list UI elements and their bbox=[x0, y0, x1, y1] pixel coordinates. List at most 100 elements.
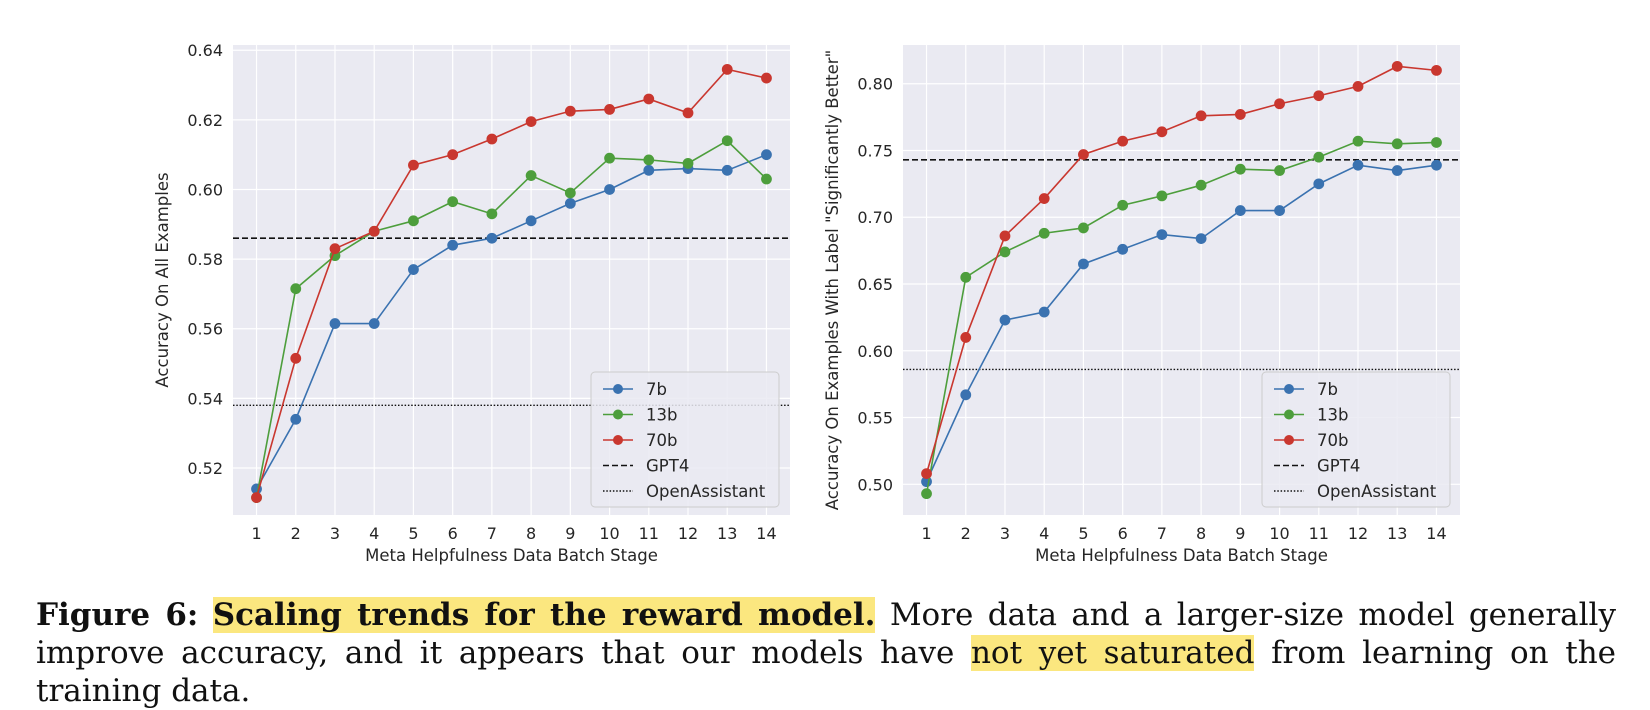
data-point-70b bbox=[1195, 110, 1207, 122]
data-point-13b bbox=[290, 283, 302, 295]
data-point-70b bbox=[1352, 80, 1364, 92]
data-point-70b bbox=[525, 116, 537, 127]
y-tick-label: 0.58 bbox=[187, 250, 223, 269]
data-point-7b bbox=[408, 264, 419, 275]
figure-caption: Figure 6: Scaling trends for the reward … bbox=[36, 596, 1616, 710]
data-point-13b bbox=[1391, 138, 1403, 150]
data-point-13b bbox=[643, 154, 655, 166]
data-point-13b bbox=[960, 271, 972, 283]
x-tick-label: 14 bbox=[1426, 524, 1446, 543]
data-point-13b bbox=[999, 246, 1011, 258]
data-point-7b bbox=[1313, 178, 1325, 190]
data-point-13b bbox=[408, 215, 419, 227]
series-line-70b bbox=[255, 68, 767, 498]
data-point-70b bbox=[251, 492, 262, 503]
data-point-70b bbox=[486, 133, 498, 145]
data-point-13b bbox=[564, 187, 576, 199]
data-point-70b bbox=[564, 105, 576, 117]
data-point-13b bbox=[761, 173, 772, 185]
data-point-70b bbox=[1391, 60, 1403, 72]
data-point-7b bbox=[1156, 229, 1168, 241]
data-point-70b bbox=[408, 159, 419, 171]
y-tick-label: 0.56 bbox=[187, 320, 223, 339]
x-tick-label: 10 bbox=[1269, 524, 1289, 543]
data-point-7b bbox=[329, 318, 341, 329]
data-point-7b bbox=[999, 314, 1011, 326]
x-tick-label: 9 bbox=[565, 524, 575, 543]
x-tick-label: 10 bbox=[599, 524, 619, 543]
legend-marker-70b bbox=[1284, 435, 1294, 445]
x-tick-label: 9 bbox=[1235, 524, 1245, 543]
figure: 1 2 3 4 5 6 7 8 9 10 11 12 13 140.520.540.560.580.600… bbox=[153, 41, 1460, 565]
legend-label: 13b bbox=[1317, 406, 1348, 425]
data-point-7b bbox=[1078, 258, 1089, 270]
data-point-70b bbox=[999, 230, 1011, 242]
data-point-7b bbox=[1274, 205, 1285, 216]
data-point-7b bbox=[1234, 205, 1246, 216]
data-point-7b bbox=[486, 232, 498, 244]
data-point-70b bbox=[1431, 64, 1442, 76]
legend-marker-13b bbox=[613, 409, 623, 420]
x-tick-label: 4 bbox=[369, 524, 379, 543]
x-tick-label: 2 bbox=[291, 524, 301, 543]
x-tick-label: 8 bbox=[526, 524, 536, 543]
legend: 7b 13b 70b GPT4 OpenAssistant bbox=[1261, 371, 1451, 508]
x-tick-label: 11 bbox=[1309, 524, 1329, 543]
data-point-70b bbox=[1078, 149, 1089, 160]
data-point-13b bbox=[1156, 190, 1168, 202]
data-point-7b bbox=[368, 318, 380, 329]
data-point-7b bbox=[1117, 243, 1129, 255]
data-point-7b bbox=[1352, 159, 1364, 171]
x-tick-label: 12 bbox=[678, 524, 698, 543]
data-point-70b bbox=[761, 72, 772, 84]
data-point-70b bbox=[1038, 193, 1050, 204]
y-tick-label: 0.65 bbox=[857, 275, 893, 294]
data-point-70b bbox=[329, 243, 341, 255]
x-tick-label: 6 bbox=[448, 524, 458, 543]
data-point-13b bbox=[1274, 165, 1285, 176]
x-tick-label: 8 bbox=[1196, 524, 1206, 543]
data-point-70b bbox=[447, 149, 459, 161]
data-point-7b bbox=[761, 149, 772, 161]
data-point-13b bbox=[1117, 199, 1129, 211]
chart-panel-1: 1 2 3 4 5 6 7 8 9 10 11 12 13 140.520.540.560.580.600… bbox=[153, 41, 790, 565]
data-point-13b bbox=[1431, 137, 1442, 148]
data-point-70b bbox=[921, 468, 932, 480]
data-point-7b bbox=[643, 164, 655, 176]
data-point-13b bbox=[525, 170, 537, 181]
chart-panel-2: 1 2 3 4 5 6 7 8 9 10 11 12 13 140.500.550.600.650.700… bbox=[823, 45, 1460, 565]
x-tick-label: 7 bbox=[487, 524, 497, 543]
data-point-7b bbox=[1038, 306, 1050, 318]
caption-label: Figure 6: bbox=[36, 597, 199, 633]
data-point-70b bbox=[368, 225, 380, 237]
data-point-70b bbox=[1313, 90, 1325, 102]
legend-marker-13b bbox=[1284, 409, 1294, 420]
caption-highlight-2: not yet saturated bbox=[970, 635, 1255, 671]
legend-label: 7b bbox=[646, 380, 667, 399]
data-point-7b bbox=[1391, 165, 1403, 176]
series-line-7b bbox=[925, 164, 1437, 482]
legend-box bbox=[590, 371, 780, 508]
data-point-7b bbox=[564, 198, 576, 209]
data-point-13b bbox=[604, 152, 615, 164]
x-tick-label: 11 bbox=[639, 524, 659, 543]
y-axis-label: Accuracy On All Examples bbox=[153, 172, 172, 387]
x-axis-label: Meta Helpfulness Data Batch Stage bbox=[365, 546, 658, 565]
data-point-13b bbox=[1352, 135, 1364, 147]
x-tick-label: 5 bbox=[1078, 524, 1088, 543]
x-tick-label: 3 bbox=[330, 524, 340, 543]
x-tick-label: 13 bbox=[717, 524, 737, 543]
y-tick-label: 0.50 bbox=[857, 475, 893, 494]
y-tick-label: 0.52 bbox=[187, 459, 223, 478]
series-line-13b bbox=[925, 140, 1437, 494]
legend-label: 70b bbox=[1317, 431, 1348, 450]
legend-label: GPT4 bbox=[646, 457, 689, 476]
x-tick-label: 1 bbox=[921, 524, 931, 543]
data-point-13b bbox=[1078, 222, 1089, 234]
legend-label: 13b bbox=[646, 406, 677, 425]
y-tick-label: 0.55 bbox=[857, 409, 893, 428]
data-point-7b bbox=[447, 239, 459, 251]
legend-label: 70b bbox=[646, 431, 677, 450]
y-tick-label: 0.60 bbox=[857, 342, 893, 361]
data-point-13b bbox=[1195, 179, 1207, 191]
